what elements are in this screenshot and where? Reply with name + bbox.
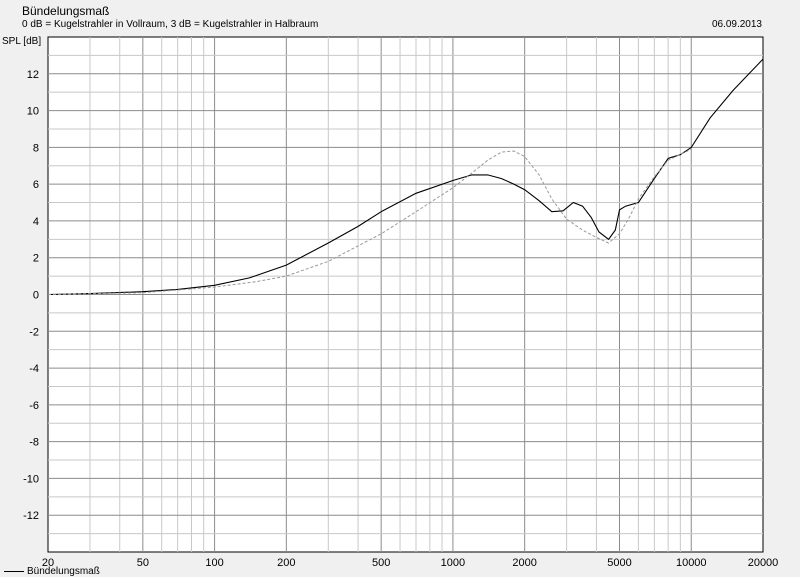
x-tick-label: 1000: [441, 557, 465, 569]
legend-swatch: [4, 570, 24, 572]
y-tick-label: 10: [27, 106, 39, 118]
legend-label: Bündelungsmaß: [27, 566, 100, 577]
x-tick-label: 200: [277, 557, 295, 569]
x-tick-label: 20: [42, 557, 54, 569]
y-tick-label: -4: [29, 363, 39, 375]
y-tick-label: 12: [27, 69, 39, 81]
x-tick-label: 20000: [748, 557, 779, 569]
y-tick-label: 4: [33, 216, 39, 228]
y-tick-label: -10: [23, 473, 39, 485]
series-line-1: [47, 58, 764, 296]
y-axis-label: SPL [dB]: [2, 36, 42, 47]
y-tick-label: 6: [33, 179, 39, 191]
x-tick-label: 500: [372, 557, 390, 569]
chart-subtitle: 0 dB = Kugelstrahler in Vollraum, 3 dB =…: [22, 19, 319, 30]
y-tick-label: 8: [33, 142, 39, 154]
x-tick-label: 50: [137, 557, 149, 569]
y-tick-label: -8: [29, 437, 39, 449]
data-lines: [47, 58, 764, 296]
y-tick-label: 2: [33, 253, 39, 265]
legend: Bündelungsmaß: [4, 566, 100, 577]
chart-title: Bündelungsmaß: [22, 4, 110, 18]
x-tick-label: 10000: [676, 557, 707, 569]
y-tick-label: -6: [29, 400, 39, 412]
x-tick-label: 5000: [607, 557, 631, 569]
series-line-2: [47, 148, 692, 295]
chart-date: 06.09.2013: [711, 19, 762, 30]
x-tick-label: 2000: [512, 557, 536, 569]
y-tick-label: 0: [33, 290, 39, 302]
tick-labels: 20 50 100 200 500 1000 2000 5000 10000 2000012108…: [23, 69, 778, 569]
grid: [48, 37, 763, 552]
y-tick-label: -12: [23, 510, 39, 522]
x-tick-label: 100: [205, 557, 223, 569]
y-tick-label: -2: [29, 326, 39, 338]
